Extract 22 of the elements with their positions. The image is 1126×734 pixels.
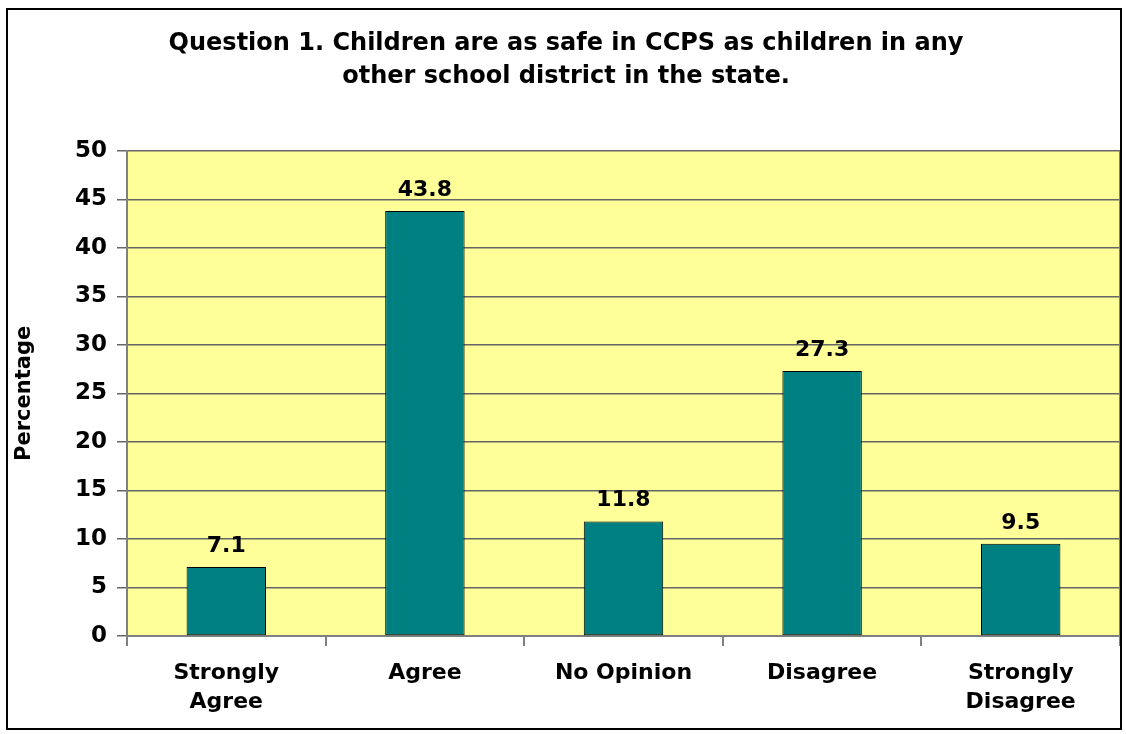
x-tick-label: Strongly Disagree (965, 658, 1076, 714)
x-tick-label: Disagree (767, 658, 878, 684)
y-tick-label: 45 (74, 184, 107, 211)
x-tick-label: Strongly Agree (173, 658, 280, 714)
x-tick-label: Agree (388, 658, 462, 684)
y-tick-label: 40 (74, 232, 107, 259)
x-tick-label: No Opinion (554, 658, 693, 684)
y-tick-label: 5 (90, 572, 107, 599)
data-label: 11.8 (596, 486, 651, 512)
y-tick-label: 50 (74, 135, 107, 162)
chart-title: Question 1. Children are as safe in CCPS as children in any other school district in the state. (168, 28, 964, 89)
y-tick-label: 35 (74, 281, 107, 308)
data-label: 7.1 (206, 531, 246, 557)
data-label: 43.8 (397, 175, 453, 201)
data-label: 9.5 (1001, 508, 1041, 534)
y-tick-label: 0 (90, 620, 107, 647)
y-tick-label: 15 (74, 475, 107, 502)
y-tick-label: 20 (74, 426, 107, 453)
y-tick-label: 30 (74, 329, 107, 356)
y-tick-label: 10 (74, 523, 107, 550)
y-axis-title: Percentage (11, 325, 36, 461)
y-tick-label: 25 (74, 378, 107, 405)
